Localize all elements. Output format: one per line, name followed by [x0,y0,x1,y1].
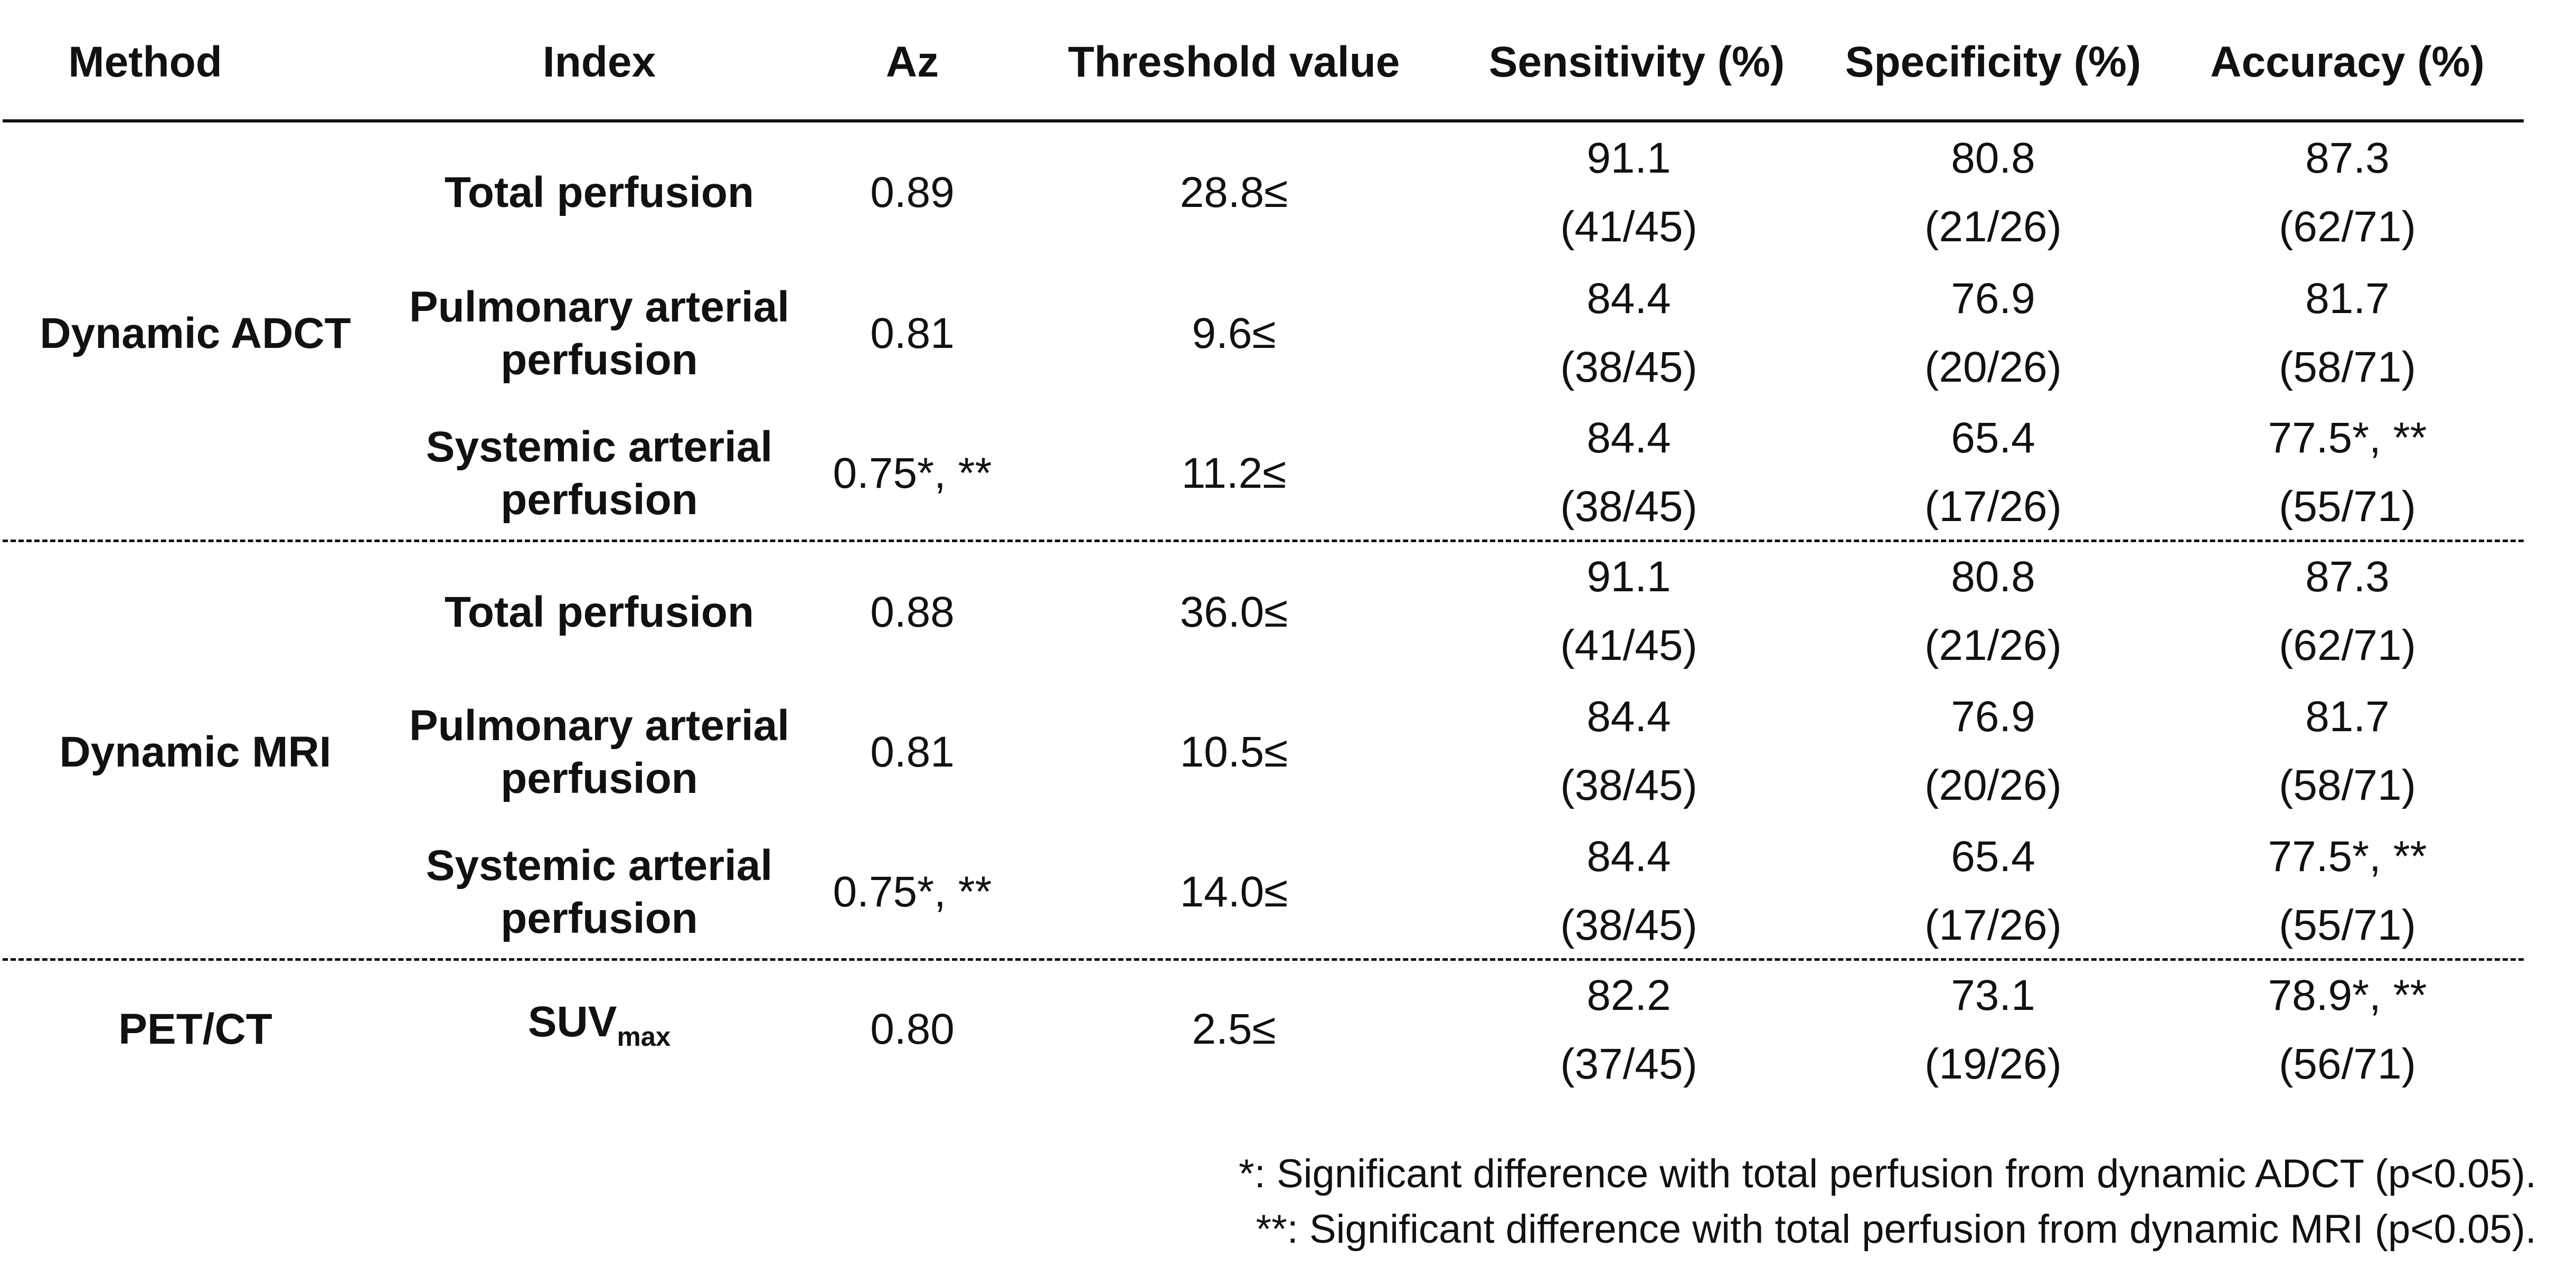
accuracy-fraction: (56/71) [2279,1040,2416,1088]
sensitivity-fraction: (38/45) [1560,483,1697,531]
sensitivity-value: 84.4 [1587,833,1671,881]
header-sensitivity: Sensitivity (%) [1488,38,1785,86]
accuracy-fraction: (58/71) [2279,761,2416,809]
method-label: PET/CT [118,1005,272,1053]
accuracy-fraction: (62/71) [2279,621,2416,669]
az-value: 0.81 [870,309,955,357]
method-label: Dynamic MRI [59,728,332,776]
accuracy-value: 77.5*, ** [2268,414,2427,462]
index-line-2: perfusion [501,476,698,524]
threshold-value: 9.6≤ [1192,309,1276,357]
index-label: Total perfusion [444,588,754,636]
sensitivity-value: 84.4 [1587,275,1671,323]
az-value: 0.75*, ** [833,449,992,497]
specificity-fraction: (17/26) [1924,901,2062,949]
sensitivity-fraction: (38/45) [1560,901,1697,949]
sensitivity-value: 84.4 [1587,414,1671,462]
footnote-single-asterisk: *: Significant difference with total per… [1239,1151,2536,1196]
index-main: SUV [527,998,617,1046]
accuracy-value: 77.5*, ** [2268,833,2427,881]
threshold-value: 36.0≤ [1180,588,1288,636]
specificity-value: 73.1 [1951,971,2035,1019]
header-specificity: Specificity (%) [1845,38,2141,86]
group-divider [3,958,2524,961]
threshold-value: 14.0≤ [1180,868,1288,916]
specificity-value: 80.8 [1951,553,2035,601]
method-label: Dynamic ADCT [40,309,351,357]
index-line-1: Systemic arterial [426,423,773,471]
az-value: 0.89 [870,168,955,216]
specificity-value: 65.4 [1951,833,2035,881]
accuracy-value: 81.7 [2305,693,2390,741]
specificity-value: 76.9 [1951,275,2035,323]
header-index: Index [542,38,656,86]
threshold-value: 28.8≤ [1180,168,1288,216]
index-line-1: Systemic arterial [426,841,773,890]
accuracy-value: 87.3 [2305,553,2390,601]
accuracy-fraction: (58/71) [2279,343,2416,391]
sensitivity-fraction: (38/45) [1560,343,1697,391]
sensitivity-fraction: (37/45) [1560,1040,1697,1088]
az-value: 0.80 [870,1005,955,1053]
az-value: 0.88 [870,588,955,636]
accuracy-value: 81.7 [2305,275,2390,323]
accuracy-fraction: (62/71) [2279,203,2416,251]
sensitivity-fraction: (38/45) [1560,761,1697,809]
index-subscript: max [617,1021,671,1052]
az-value: 0.75*, ** [833,868,992,916]
accuracy-fraction: (55/71) [2279,901,2416,949]
accuracy-value: 78.9*, ** [2268,971,2427,1019]
index-label: SUVmax [528,996,671,1063]
threshold-value: 11.2≤ [1181,449,1287,497]
header-threshold: Threshold value [1068,38,1400,86]
az-value: 0.81 [870,728,955,776]
specificity-fraction: (20/26) [1924,343,2062,391]
threshold-value: 2.5≤ [1192,1005,1276,1053]
specificity-value: 76.9 [1951,693,2035,741]
specificity-fraction: (20/26) [1924,761,2062,809]
specificity-value: 65.4 [1951,414,2035,462]
group-divider [3,540,2524,542]
sensitivity-fraction: (41/45) [1560,203,1697,251]
header-az: Az [885,38,939,86]
header-accuracy: Accuracy (%) [2210,38,2485,86]
specificity-fraction: (17/26) [1924,483,2062,531]
specificity-fraction: (21/26) [1924,203,2062,251]
header-rule [3,119,2524,122]
footnote-double-asterisk: **: Significant difference with total pe… [1256,1207,2536,1252]
index-label: Pulmonary arterial perfusion [409,281,789,386]
specificity-fraction: (21/26) [1924,621,2062,669]
specificity-fraction: (19/26) [1924,1040,2062,1088]
index-label: Pulmonary arterial perfusion [409,699,789,805]
accuracy-value: 87.3 [2305,134,2390,182]
header-method: Method [68,38,222,86]
accuracy-fraction: (55/71) [2279,483,2416,531]
specificity-value: 80.8 [1951,134,2035,182]
index-line-1: Pulmonary arterial [409,702,790,750]
sensitivity-value: 84.4 [1587,693,1671,741]
sensitivity-value: 91.1 [1587,134,1671,182]
index-line-2: perfusion [501,894,698,942]
threshold-value: 10.5≤ [1180,728,1288,776]
sensitivity-value: 91.1 [1587,553,1671,601]
index-line-1: Pulmonary arterial [409,283,790,331]
index-line-2: perfusion [501,336,698,384]
sensitivity-value: 82.2 [1587,971,1671,1019]
index-label: Systemic arterial perfusion [426,421,772,526]
index-line-2: perfusion [501,754,698,802]
sensitivity-fraction: (41/45) [1560,621,1697,669]
index-label: Systemic arterial perfusion [426,839,772,945]
index-label: Total perfusion [444,168,754,216]
